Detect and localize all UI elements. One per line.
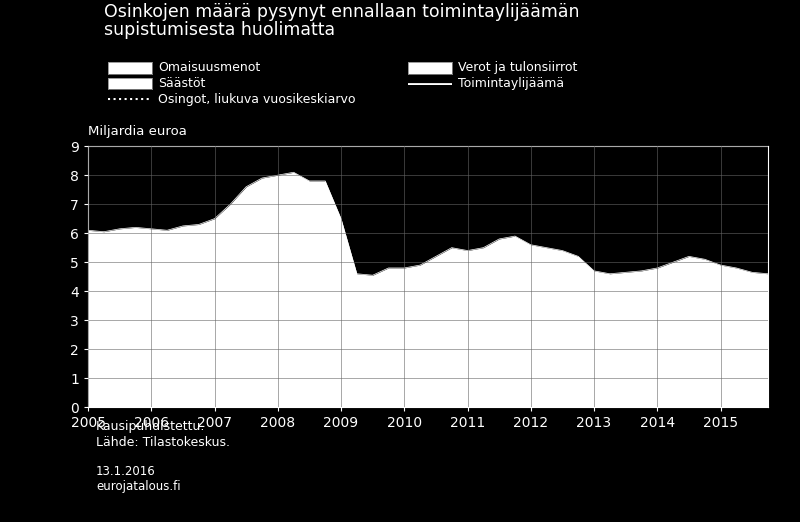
Text: Säästöt: Säästöt: [158, 77, 206, 90]
Text: Kausipuhdistettu.: Kausipuhdistettu.: [96, 420, 206, 433]
Text: 13.1.2016: 13.1.2016: [96, 465, 156, 478]
Text: Lähde: Tilastokeskus.: Lähde: Tilastokeskus.: [96, 436, 230, 449]
Text: Verot ja tulonsiirrot: Verot ja tulonsiirrot: [458, 62, 578, 74]
Text: Osinkojen määrä pysynyt ennallaan toimintaylijäämän: Osinkojen määrä pysynyt ennallaan toimin…: [104, 3, 579, 20]
Text: Toimintaylijäämä: Toimintaylijäämä: [458, 77, 565, 90]
Text: eurojatalous.fi: eurojatalous.fi: [96, 480, 181, 493]
Text: Osingot, liukuva vuosikeskiarvo: Osingot, liukuva vuosikeskiarvo: [158, 93, 356, 105]
Text: Miljardia euroa: Miljardia euroa: [88, 125, 187, 138]
Text: supistumisesta huolimatta: supistumisesta huolimatta: [104, 21, 335, 39]
Text: Omaisuusmenot: Omaisuusmenot: [158, 62, 261, 74]
